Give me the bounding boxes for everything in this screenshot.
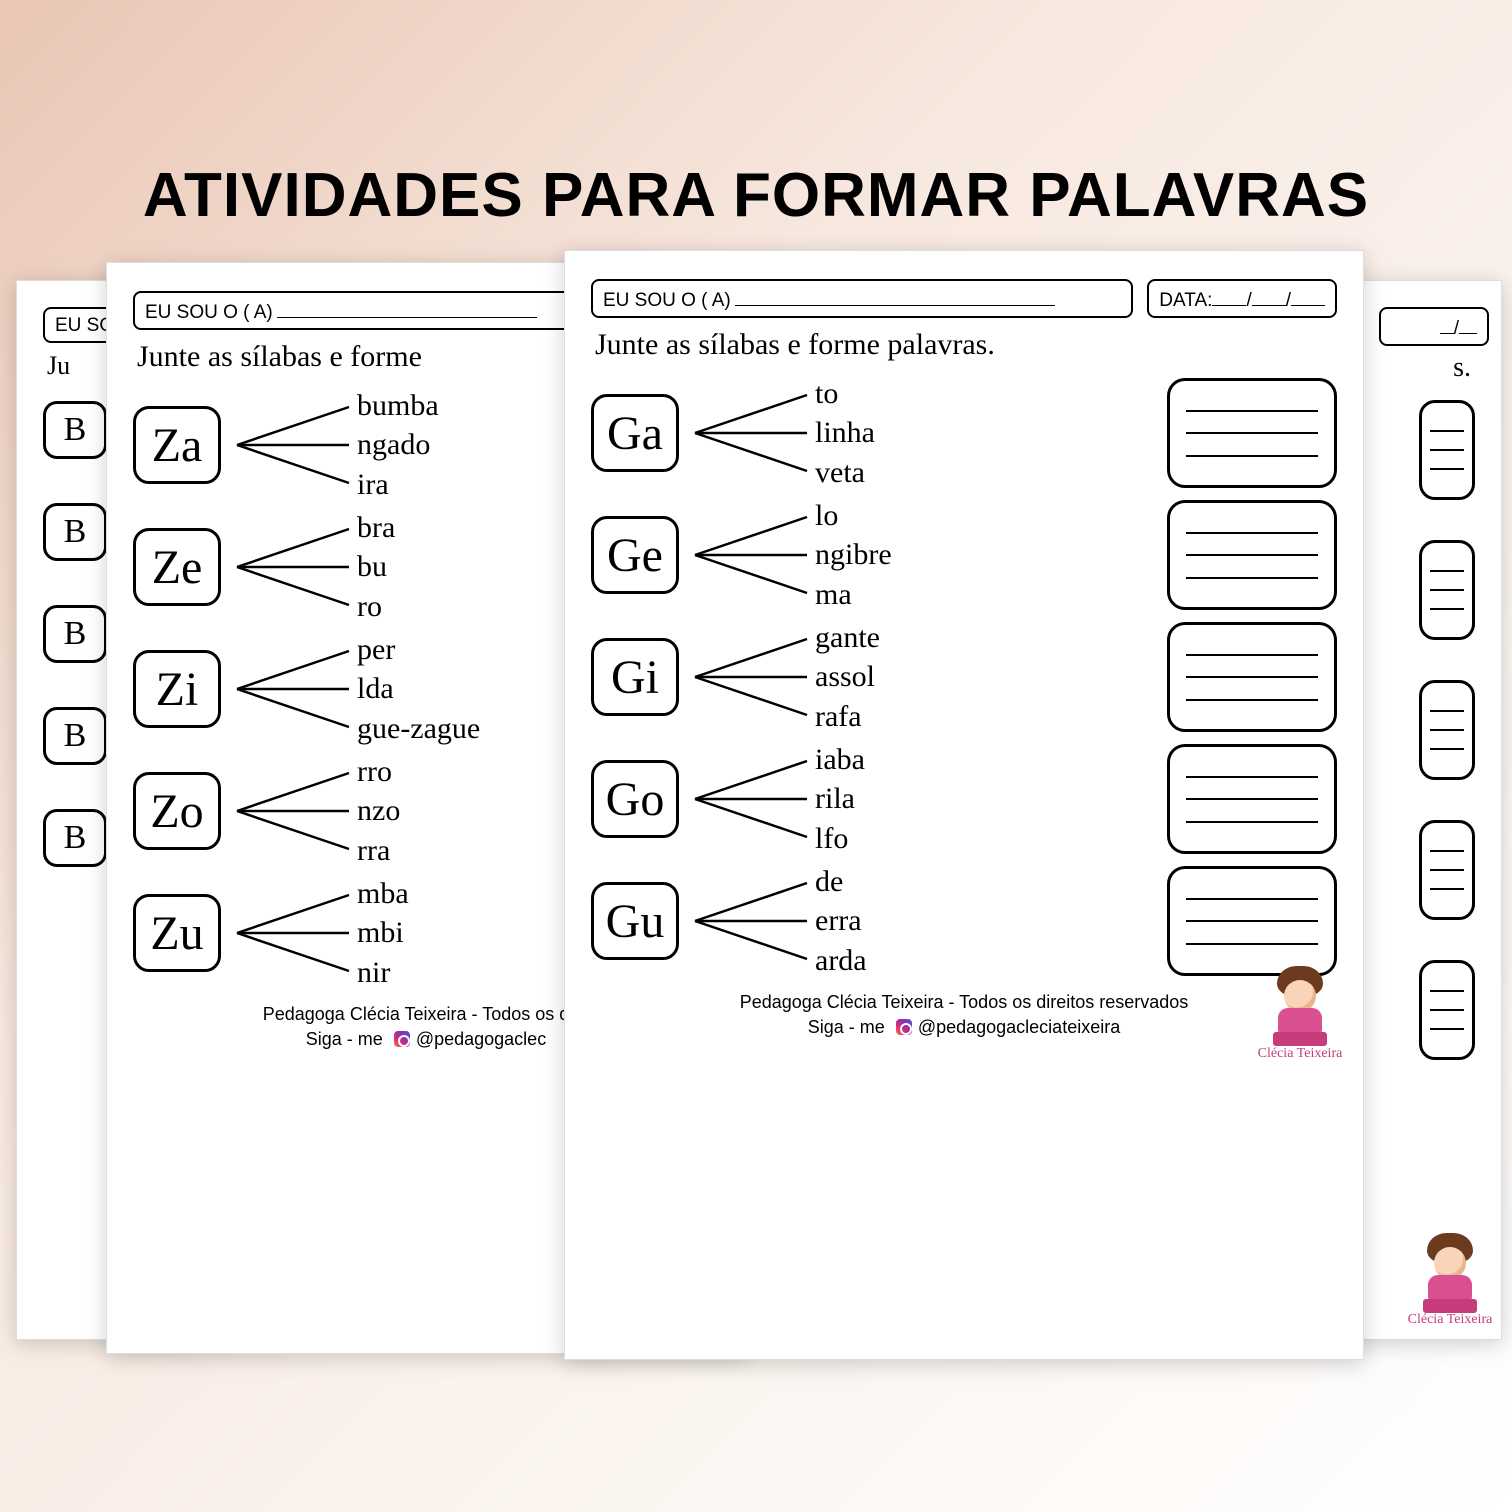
ending-text: gante xyxy=(815,622,1155,654)
connector-lines xyxy=(233,761,353,861)
answer-box[interactable] xyxy=(1167,378,1337,488)
ending-text: lo xyxy=(815,500,1155,532)
name-label: EU SOU O ( A) xyxy=(603,290,731,312)
answer-box[interactable] xyxy=(1167,744,1337,854)
answer-box[interactable] xyxy=(1167,500,1337,610)
syllable-box: Gi xyxy=(591,638,679,716)
ending-text: linha xyxy=(815,417,1155,449)
answer-box[interactable] xyxy=(1167,866,1337,976)
syllable-box: Gu xyxy=(591,882,679,960)
syllable-endings: de erra arda xyxy=(815,866,1155,976)
brand-logo: Clécia Teixeira xyxy=(1255,966,1345,1046)
connector-lines xyxy=(233,883,353,983)
worksheet-footer: Pedagoga Clécia Teixeira - Todos os dire… xyxy=(591,990,1337,1040)
exercise-row: Gu de erra arda xyxy=(591,866,1337,976)
syllable-box: Ze xyxy=(133,528,221,606)
exercise-row: Ge lo ngibre ma xyxy=(591,500,1337,610)
ending-text: erra xyxy=(815,905,1155,937)
instagram-icon xyxy=(894,1017,914,1037)
ending-text: veta xyxy=(815,457,1155,489)
connector-lines xyxy=(691,627,811,727)
connector-lines xyxy=(691,383,811,483)
syllable-box: B xyxy=(43,707,107,765)
syllable-box: Ge xyxy=(591,516,679,594)
connector-lines xyxy=(691,505,811,605)
syllable-box: Zi xyxy=(133,650,221,728)
worksheet-sheet-1: EU SOU O ( A) DATA: / / Junte as sílabas… xyxy=(564,250,1364,1360)
syllable-box: Zu xyxy=(133,894,221,972)
syllable-box: Ga xyxy=(591,394,679,472)
date-label: DATA: xyxy=(1159,290,1212,312)
syllable-endings: to linha veta xyxy=(815,378,1155,488)
syllable-box: Za xyxy=(133,406,221,484)
instruction-text: Junte as sílabas e forme palavras. xyxy=(595,328,1333,362)
ending-text: assol xyxy=(815,661,1155,693)
connector-lines xyxy=(233,639,353,739)
ending-text: lfo xyxy=(815,823,1155,855)
ending-text: iaba xyxy=(815,744,1155,776)
exercise-row: Go iaba rila lfo xyxy=(591,744,1337,854)
exercise-row: Gi gante assol rafa xyxy=(591,622,1337,732)
worksheet-back-right: / s. Clécia Teixeira xyxy=(1352,280,1502,1340)
syllable-box: Go xyxy=(591,760,679,838)
ending-text: arda xyxy=(815,945,1155,977)
ending-text: rila xyxy=(815,783,1155,815)
syllable-box: B xyxy=(43,605,107,663)
syllable-endings: iaba rila lfo xyxy=(815,744,1155,854)
syllable-box: B xyxy=(43,809,107,867)
name-field-box: EU SOU O ( A) xyxy=(591,279,1133,318)
ending-text: ngibre xyxy=(815,539,1155,571)
instagram-icon xyxy=(392,1029,412,1049)
syllable-endings: gante assol rafa xyxy=(815,622,1155,732)
ending-text: to xyxy=(815,378,1155,410)
syllable-box: B xyxy=(43,401,107,459)
ending-text: ma xyxy=(815,579,1155,611)
ending-text: de xyxy=(815,866,1155,898)
connector-lines xyxy=(233,517,353,617)
date-field-box: DATA: / / xyxy=(1147,279,1337,318)
syllable-endings: lo ngibre ma xyxy=(815,500,1155,610)
connector-lines xyxy=(691,749,811,849)
page-title: ATIVIDADES PARA FORMAR PALAVRAS xyxy=(0,160,1512,231)
name-label: EU SOU O ( A) xyxy=(145,302,273,324)
connector-lines xyxy=(233,395,353,495)
connector-lines xyxy=(691,871,811,971)
syllable-box: B xyxy=(43,503,107,561)
ending-text: rafa xyxy=(815,701,1155,733)
syllable-box: Zo xyxy=(133,772,221,850)
brand-logo: Clécia Teixeira xyxy=(1405,1233,1495,1313)
answer-box[interactable] xyxy=(1167,622,1337,732)
exercise-row: Ga to linha veta xyxy=(591,378,1337,488)
